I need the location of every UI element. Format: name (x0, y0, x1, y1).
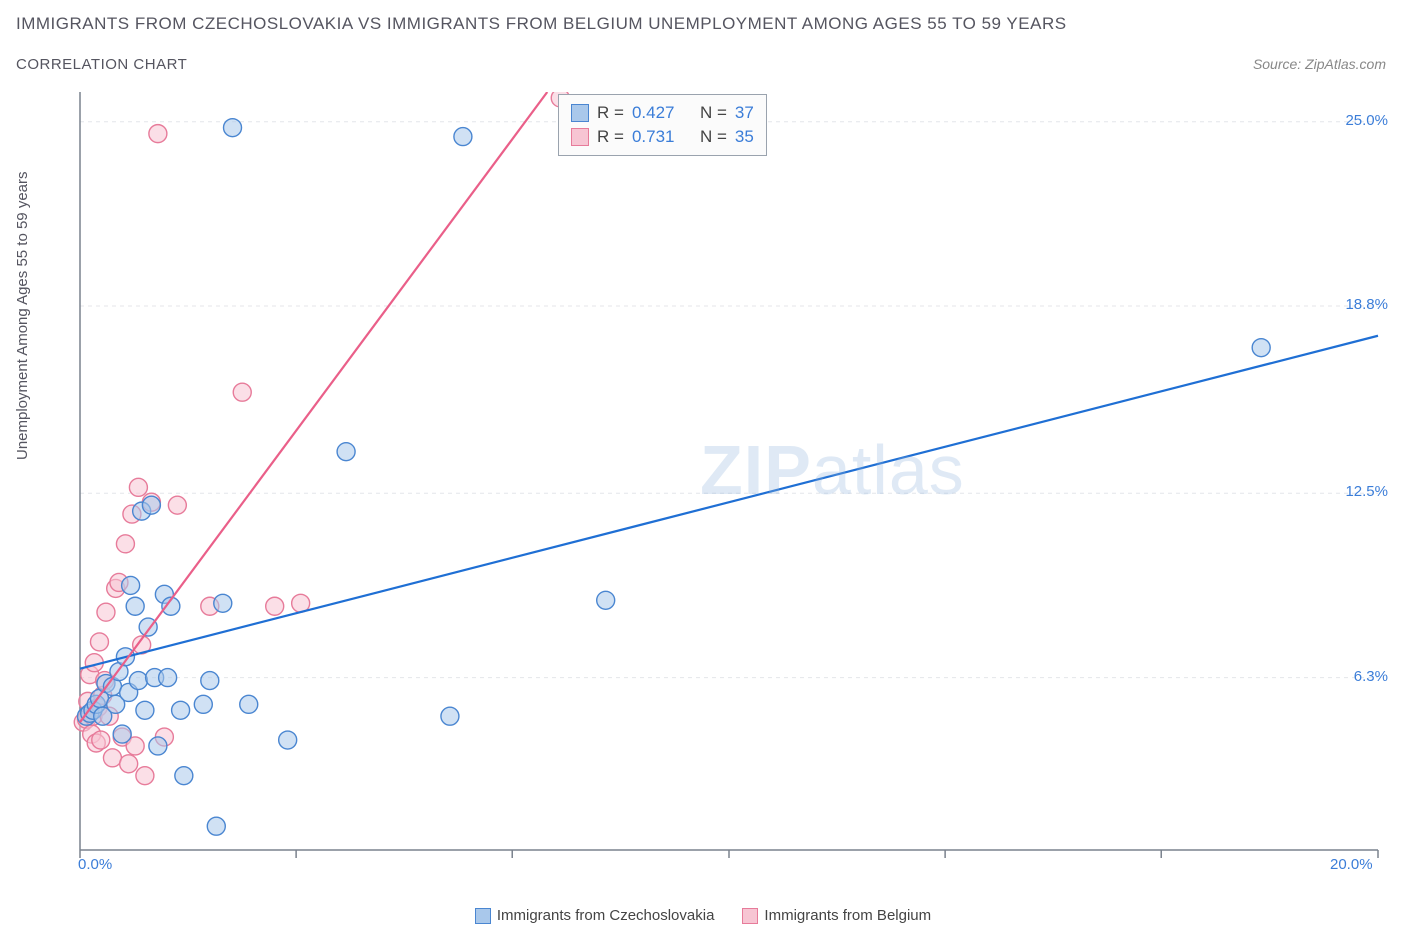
stat-r-label: R = (597, 125, 624, 149)
scatter-point (454, 128, 472, 146)
series-swatch (571, 128, 589, 146)
scatter-point (142, 496, 160, 514)
x-tick-label: 20.0% (1330, 856, 1373, 873)
trend-line (80, 336, 1378, 669)
scatter-point (149, 737, 167, 755)
stat-r-value: 0.427 (632, 101, 675, 125)
scatter-point (92, 731, 110, 749)
scatter-point (159, 669, 177, 687)
y-tick-label: 18.8% (1345, 296, 1388, 313)
scatter-point (168, 496, 186, 514)
y-axis-label: Unemployment Among Ages 55 to 59 years (14, 171, 31, 460)
legend-swatch (742, 908, 758, 924)
stats-row: R = 0.731 N = 35 (571, 125, 754, 149)
scatter-point (103, 749, 121, 767)
stat-r-value: 0.731 (632, 125, 675, 149)
scatter-point (194, 695, 212, 713)
scatter-point (97, 603, 115, 621)
legend-item: Immigrants from Czechoslovakia (475, 907, 715, 924)
scatter-point (337, 443, 355, 461)
scatter-point (279, 731, 297, 749)
legend-bottom: Immigrants from Czechoslovakia Immigrants… (0, 907, 1406, 924)
y-tick-label: 25.0% (1345, 112, 1388, 129)
correlation-stats-box: R = 0.427 N = 37R = 0.731 N = 35 (558, 94, 767, 156)
scatter-point (266, 597, 284, 615)
scatter-point (214, 594, 232, 612)
scatter-point (120, 755, 138, 773)
legend-label: Immigrants from Belgium (764, 907, 931, 924)
scatter-point (441, 707, 459, 725)
series-swatch (571, 104, 589, 122)
legend-swatch (475, 908, 491, 924)
scatter-point (224, 119, 242, 137)
stat-n-value: 35 (735, 125, 754, 149)
scatter-point (240, 695, 258, 713)
x-tick-label: 0.0% (78, 856, 112, 873)
scatter-point (172, 701, 190, 719)
scatter-point (122, 576, 140, 594)
scatter-point (113, 725, 131, 743)
scatter-chart-svg (50, 92, 1380, 872)
scatter-point (129, 672, 147, 690)
stat-n-label: N = (700, 125, 727, 149)
scatter-point (175, 767, 193, 785)
scatter-point (136, 701, 154, 719)
y-tick-label: 12.5% (1345, 483, 1388, 500)
stats-row: R = 0.427 N = 37 (571, 101, 754, 125)
legend-item: Immigrants from Belgium (742, 907, 931, 924)
scatter-point (597, 591, 615, 609)
scatter-point (129, 478, 147, 496)
scatter-point (136, 767, 154, 785)
y-tick-label: 6.3% (1354, 668, 1388, 685)
scatter-point (233, 383, 251, 401)
scatter-point (90, 633, 108, 651)
stat-n-value: 37 (735, 101, 754, 125)
legend-label: Immigrants from Czechoslovakia (497, 907, 715, 924)
stat-r-label: R = (597, 101, 624, 125)
scatter-point (149, 125, 167, 143)
scatter-point (207, 817, 225, 835)
scatter-point (1252, 339, 1270, 357)
trend-line (80, 92, 547, 722)
chart-title: IMMIGRANTS FROM CZECHOSLOVAKIA VS IMMIGR… (16, 14, 1067, 34)
chart-subtitle: CORRELATION CHART (16, 56, 187, 73)
scatter-point (116, 535, 134, 553)
chart-area (50, 92, 1380, 872)
stat-n-label: N = (700, 101, 727, 125)
scatter-point (201, 672, 219, 690)
scatter-point (126, 597, 144, 615)
source-label: Source: ZipAtlas.com (1253, 56, 1386, 72)
